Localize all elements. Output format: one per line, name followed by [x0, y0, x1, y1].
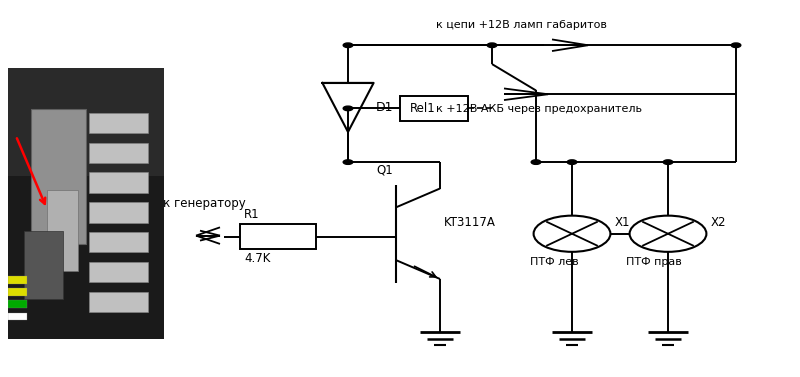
Circle shape — [343, 160, 353, 164]
Text: к генератору: к генератору — [162, 197, 246, 210]
Text: 4.7K: 4.7K — [244, 252, 270, 265]
Circle shape — [487, 43, 497, 48]
Text: Rel1: Rel1 — [410, 102, 435, 115]
Circle shape — [343, 106, 353, 111]
Circle shape — [663, 160, 673, 164]
Text: X1: X1 — [614, 216, 630, 229]
Text: R1: R1 — [244, 208, 260, 221]
Text: ПТФ прав: ПТФ прав — [626, 257, 682, 267]
Text: D1: D1 — [376, 101, 394, 114]
Text: X2: X2 — [710, 216, 726, 229]
Bar — [240, 224, 316, 249]
Text: Q1: Q1 — [376, 163, 393, 176]
Text: к +12В АКБ через предохранитель: к +12В АКБ через предохранитель — [436, 104, 642, 114]
Circle shape — [731, 43, 741, 48]
Text: KT3117A: KT3117A — [444, 216, 496, 229]
Text: к цепи +12В ламп габаритов: к цепи +12В ламп габаритов — [436, 20, 607, 29]
Circle shape — [343, 43, 353, 48]
Circle shape — [531, 160, 541, 164]
Bar — [400, 96, 468, 121]
Circle shape — [567, 160, 577, 164]
Text: ПТФ лев: ПТФ лев — [530, 257, 578, 267]
